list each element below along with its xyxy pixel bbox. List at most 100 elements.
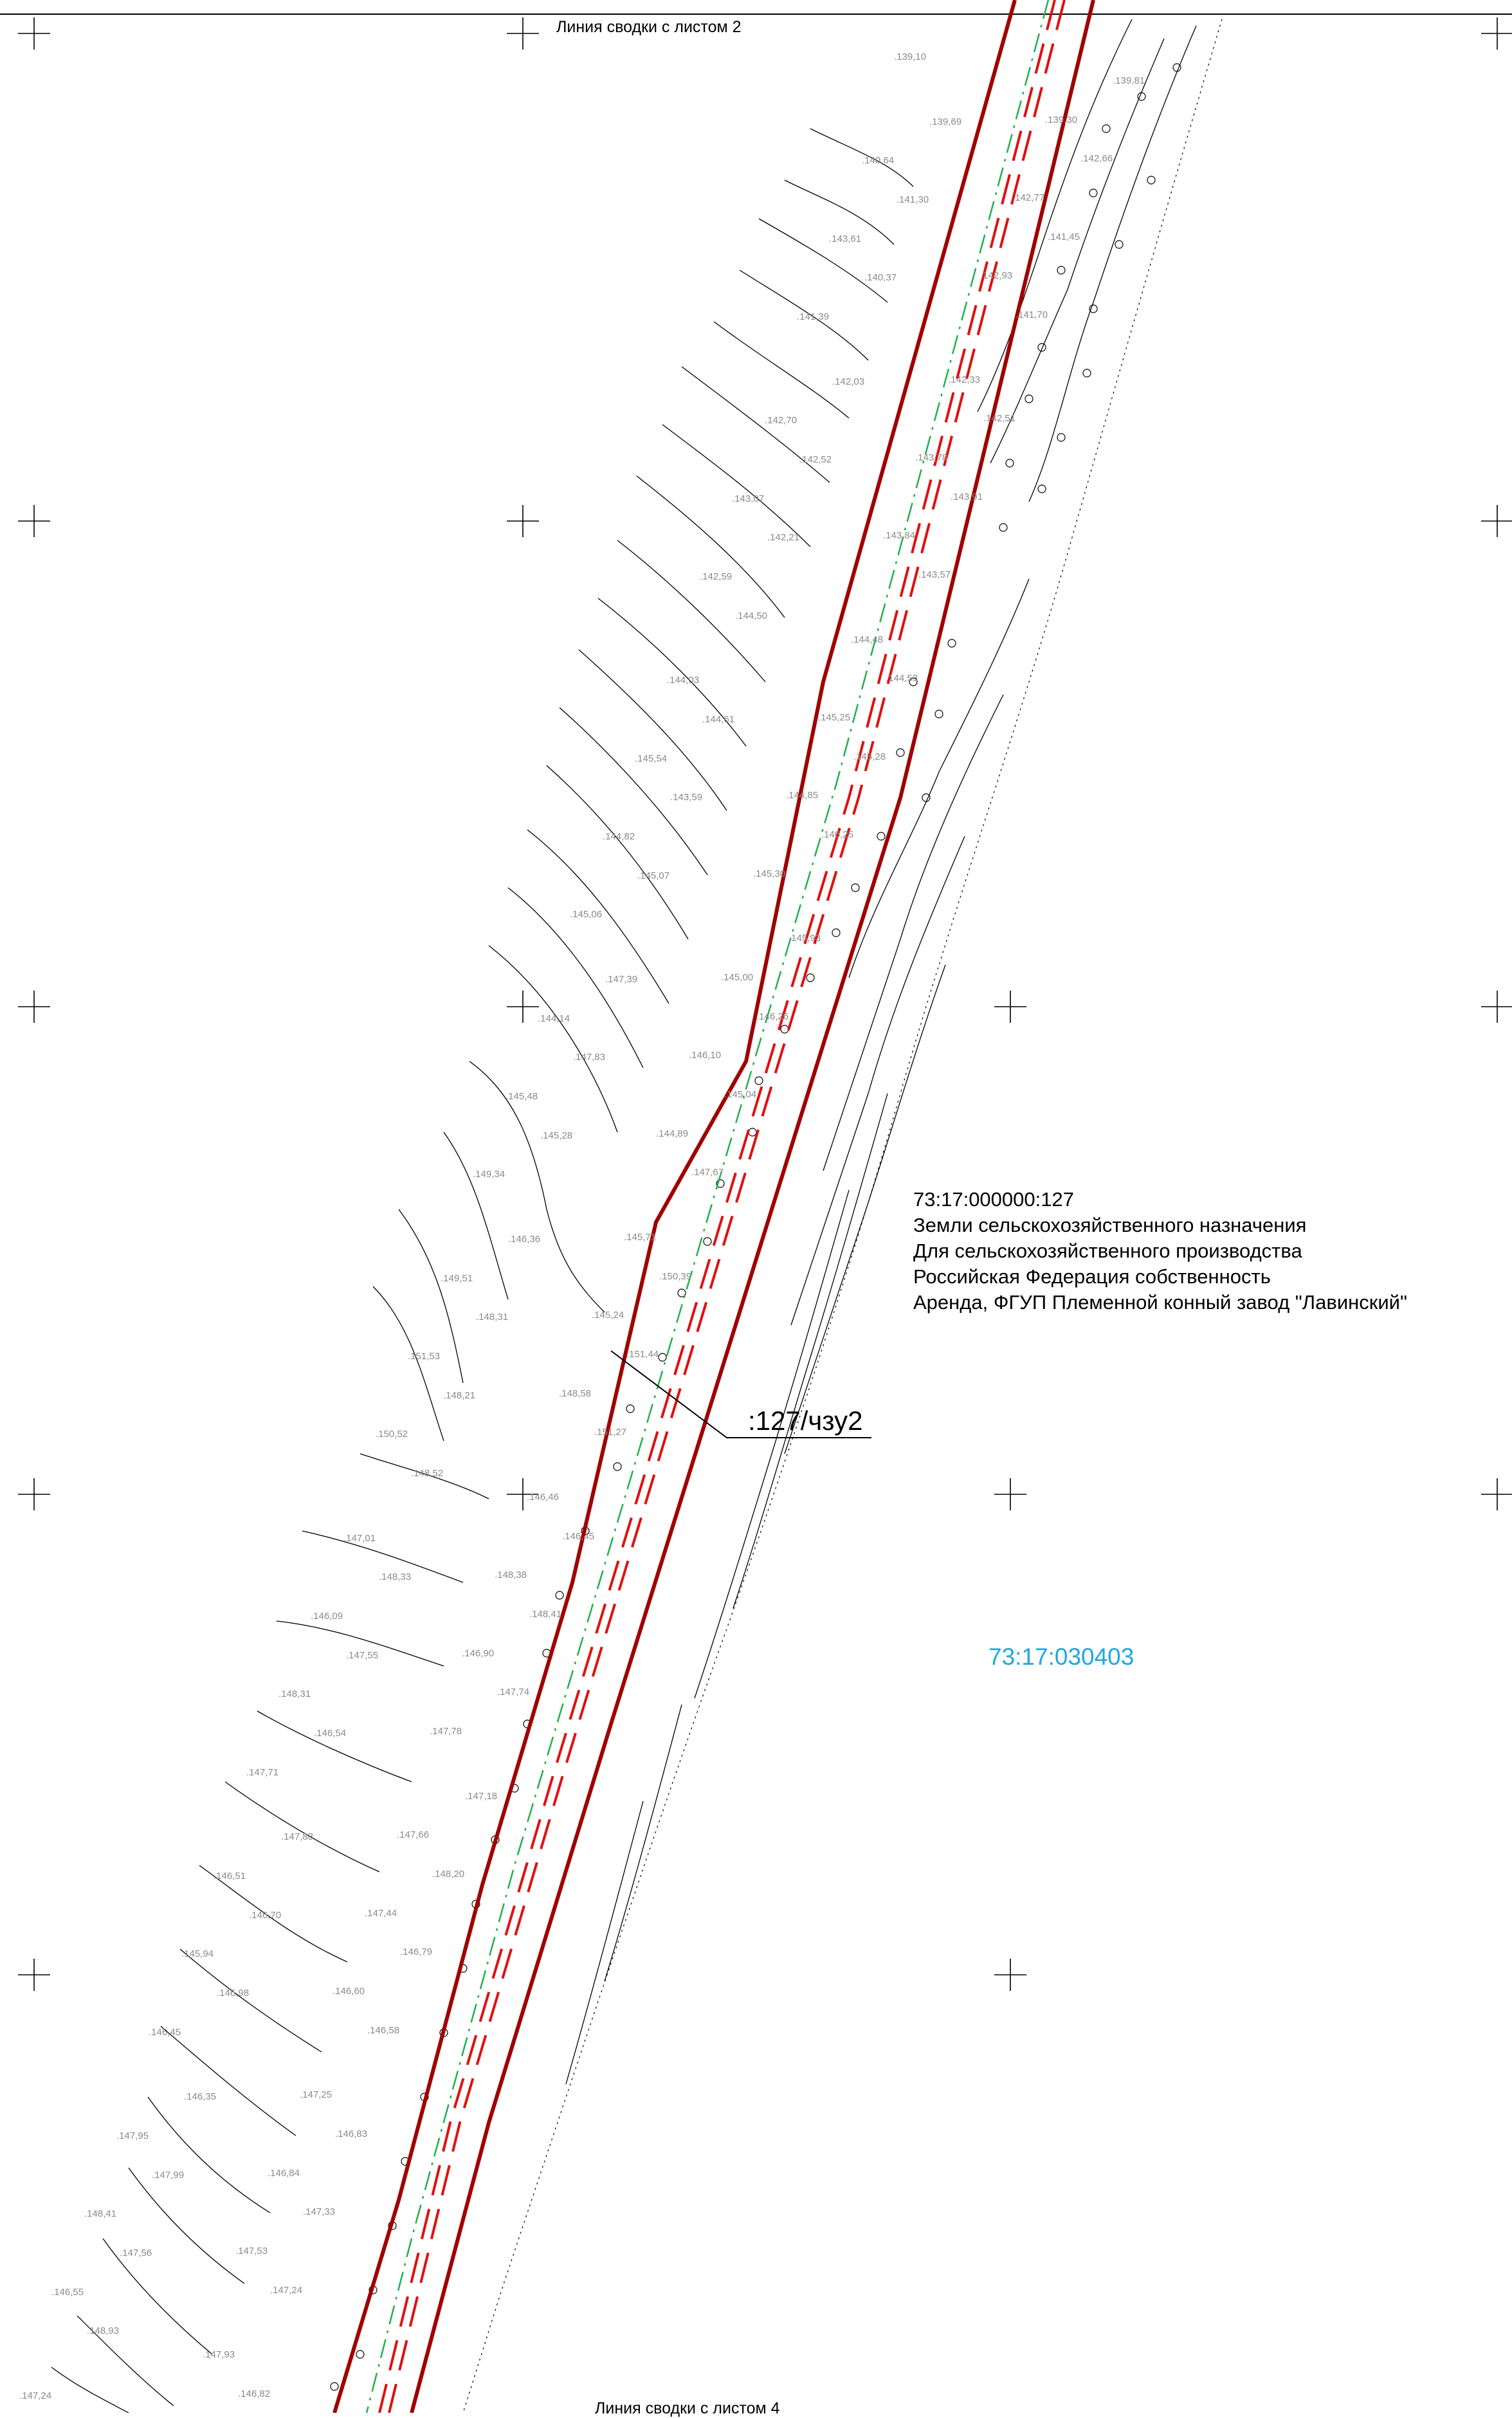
elevation-mark: .143,78	[915, 452, 948, 463]
elevation-mark: .139,69	[929, 116, 962, 127]
elevation-mark: .145,00	[721, 972, 754, 983]
elevation-mark: .146,84	[268, 2168, 300, 2179]
elevation-mark: .145,06	[570, 909, 603, 920]
elevation-mark: .141,30	[897, 194, 929, 205]
elevation-mark: .148,31	[278, 1689, 311, 1699]
elevation-mark: .146,09	[311, 1611, 343, 1622]
elevation-mark: .147,78	[430, 1726, 462, 1737]
quarter-number: 73:17:030403	[988, 1644, 1134, 1670]
elevation-mark: .147,53	[235, 2246, 268, 2257]
elevation-mark: .139,30	[1045, 114, 1078, 125]
elevation-mark: .146,10	[689, 1050, 722, 1061]
elevation-mark: .142,59	[700, 571, 733, 582]
elevation-mark: .143,61	[829, 234, 862, 244]
elevation-mark: .147,99	[152, 2170, 185, 2181]
elevation-mark: .147,88	[281, 1831, 314, 1842]
elevation-mark: .139,10	[894, 51, 927, 62]
land-category: Земли сельскохозяйственного назначения	[913, 1214, 1307, 1236]
elevation-mark: .148,33	[379, 1571, 412, 1582]
elevation-mark: .143,91	[951, 491, 983, 502]
elevation-mark: .142,52	[799, 454, 832, 465]
parcel-boundary	[332, 0, 1095, 2413]
elevation-mark: .142,93	[980, 270, 1013, 281]
elevation-mark: .148,41	[84, 2208, 117, 2219]
elevation-mark: .146,58	[367, 2025, 400, 2036]
elevation-mark: .143,84	[883, 530, 916, 541]
elevation-mark: .142,21	[767, 532, 800, 543]
elevation-mark: .146,60	[332, 1986, 365, 1997]
sheet-link-top: Линия сводки с листом 2	[556, 18, 742, 36]
parcel-info: 73:17:000000:127 Земли сельскохозяйствен…	[913, 1187, 1407, 1315]
elevation-mark: .144,89	[656, 1128, 689, 1139]
elevation-mark: .148,58	[559, 1388, 592, 1399]
elevation-mark: .147,44	[365, 1908, 397, 1919]
elevation-mark: .143,57	[918, 569, 951, 580]
elevation-mark: .147,71	[246, 1767, 279, 1778]
elevation-mark: .145,25	[818, 712, 851, 723]
contour-lines-right	[565, 19, 1197, 2085]
elevation-mark: .144,14	[538, 1013, 570, 1024]
elevation-mark: .142,77	[1012, 192, 1045, 203]
elevation-mark: .142,51	[983, 413, 1016, 424]
permitted-use: Для сельскохозяйственного производства	[913, 1240, 1302, 1262]
elevation-mark: .148,52	[411, 1468, 444, 1479]
elevation-mark: .146,54	[314, 1728, 347, 1739]
elevation-mark: .142,33	[948, 374, 981, 385]
ownership: Российская Федерация собственность	[913, 1265, 1271, 1288]
elevation-mark: .144,03	[667, 675, 700, 686]
elevation-mark: .145,94	[181, 1948, 214, 1959]
elevation-mark: .145,54	[635, 753, 668, 764]
elevation-mark: .147,24	[19, 2390, 52, 2401]
elevation-mark: .148,20	[432, 1869, 465, 1880]
elevation-mark: .148,38	[495, 1570, 527, 1580]
elevation-mark: .142,70	[765, 415, 797, 426]
elevation-mark: .149,34	[473, 1169, 506, 1180]
elevation-mark: .145,93	[788, 933, 821, 944]
elevation-mark: .145,24	[592, 1310, 624, 1321]
elevation-mark: .142,66	[1080, 153, 1113, 164]
elevation-mark: .147,24	[270, 2285, 303, 2296]
elevation-mark: .146,83	[335, 2129, 368, 2139]
elevation-mark: .146,36	[508, 1234, 541, 1245]
elevation-mark: .147,74	[497, 1687, 530, 1698]
elevation-mark: .145,48	[506, 1091, 538, 1102]
elevation-mark: .151,27	[594, 1427, 627, 1438]
grid-crosses	[18, 17, 1512, 1991]
elevation-mark: .149,51	[441, 1273, 473, 1284]
elevation-mark: .147,55	[346, 1650, 379, 1661]
elevation-mark: .148,21	[443, 1390, 476, 1401]
elevation-mark: .142,03	[832, 376, 865, 387]
elevation-mark: .147,93	[203, 2349, 235, 2360]
elevation-mark: .146,25	[821, 829, 854, 840]
elevation-mark: .147,83	[573, 1052, 606, 1063]
elevation-mark: .139,81	[1113, 75, 1145, 86]
elevation-mark: .144,50	[735, 610, 768, 621]
elevation-mark: .151,53	[408, 1351, 441, 1362]
elevation-mark: .145,07	[637, 870, 670, 881]
zone-boundary	[378, 0, 1066, 2413]
elevation-mark: .141,70	[1016, 309, 1048, 320]
elevation-mark: .144,85	[786, 790, 819, 801]
elevation-mark: .140,37	[864, 272, 897, 283]
elevation-mark: .147,66	[397, 1829, 430, 1840]
zone-leader	[610, 1350, 871, 1438]
elevation-mark: .150,39	[659, 1271, 692, 1282]
cadastral-number: 73:17:000000:127	[913, 1188, 1074, 1211]
elevation-mark: .145,28	[540, 1130, 573, 1141]
elevation-mark: .147,01	[343, 1533, 376, 1544]
elevation-mark: .146,79	[400, 1946, 433, 1957]
elevation-mark: .144,48	[851, 634, 884, 645]
elevation-mark: .144,53	[886, 673, 918, 684]
elevation-mark: .146,35	[184, 2091, 217, 2102]
elevation-mark: .140,64	[862, 155, 895, 166]
elevation-mark: .145,30	[753, 868, 786, 879]
elevation-mark: .144,61	[702, 714, 735, 725]
elevation-mark: .146,46	[527, 1492, 560, 1503]
elevation-mark: .146,70	[249, 1910, 282, 1921]
road-centerline	[365, 0, 1050, 2413]
elevation-mark: .146,51	[214, 1871, 246, 1882]
elevation-mark: .147,56	[120, 2248, 152, 2258]
elevation-mark: .150,52	[376, 1429, 408, 1440]
elevation-mark: .141,45	[1048, 232, 1080, 243]
